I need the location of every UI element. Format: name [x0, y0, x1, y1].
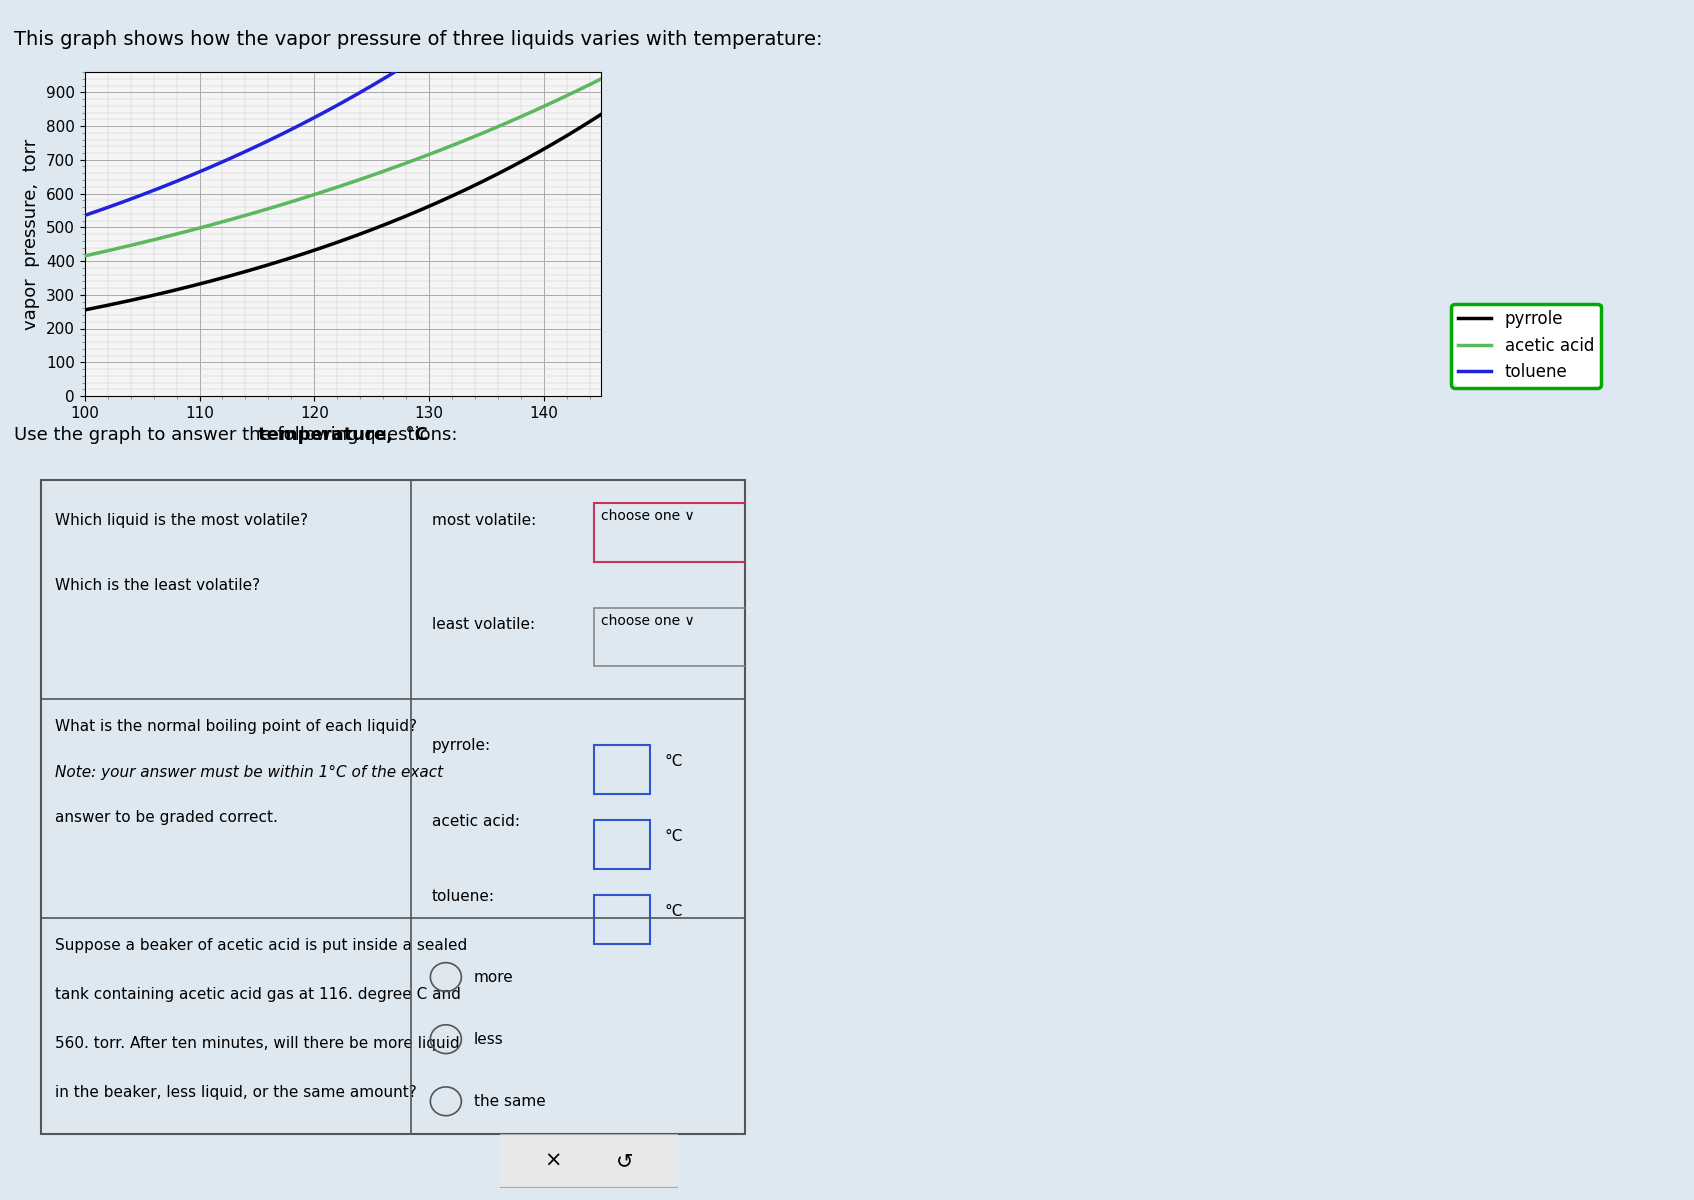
Text: °C: °C [664, 829, 683, 844]
Text: °C: °C [664, 904, 683, 919]
Y-axis label: vapor  pressure,  torr: vapor pressure, torr [22, 138, 41, 330]
Legend: pyrrole, acetic acid, toluene: pyrrole, acetic acid, toluene [1452, 304, 1601, 388]
Text: Which is the least volatile?: Which is the least volatile? [54, 578, 259, 593]
Text: less: less [474, 1032, 503, 1046]
Text: °C: °C [664, 754, 683, 769]
Text: more: more [474, 970, 513, 984]
Text: answer to be graded correct.: answer to be graded correct. [54, 810, 278, 826]
Text: pyrrole:: pyrrole: [432, 738, 491, 754]
Text: choose one ∨: choose one ∨ [601, 510, 695, 523]
Text: acetic acid:: acetic acid: [432, 814, 520, 828]
Bar [595, 503, 784, 562]
Text: in the beaker, less liquid, or the same amount?: in the beaker, less liquid, or the same … [54, 1085, 417, 1100]
X-axis label: temperature,  °C: temperature, °C [257, 426, 429, 444]
Text: choose one ∨: choose one ∨ [601, 614, 695, 628]
Text: toluene:: toluene: [432, 889, 495, 904]
Bar [595, 895, 650, 944]
Text: 560. torr. After ten minutes, will there be more liquid: 560. torr. After ten minutes, will there… [54, 1036, 459, 1051]
Text: ×: × [544, 1151, 562, 1171]
Bar [595, 607, 784, 666]
Text: tank containing acetic acid gas at 116. degree C and: tank containing acetic acid gas at 116. … [54, 986, 461, 1002]
Text: What is the normal boiling point of each liquid?: What is the normal boiling point of each… [54, 719, 417, 733]
Text: Note: your answer must be within 1°C of the exact: Note: your answer must be within 1°C of … [54, 764, 442, 780]
Text: Suppose a beaker of acetic acid is put inside a sealed: Suppose a beaker of acetic acid is put i… [54, 938, 468, 953]
Text: the same: the same [474, 1094, 545, 1109]
Text: most volatile:: most volatile: [432, 512, 535, 528]
Text: Use the graph to answer the following questions:: Use the graph to answer the following qu… [14, 426, 457, 444]
Bar [595, 745, 650, 794]
Text: least volatile:: least volatile: [432, 617, 535, 632]
Text: ↺: ↺ [615, 1151, 634, 1171]
Bar [595, 820, 650, 869]
Text: This graph shows how the vapor pressure of three liquids varies with temperature: This graph shows how the vapor pressure … [14, 30, 822, 49]
Text: Which liquid is the most volatile?: Which liquid is the most volatile? [54, 512, 308, 528]
FancyBboxPatch shape [495, 1134, 683, 1188]
